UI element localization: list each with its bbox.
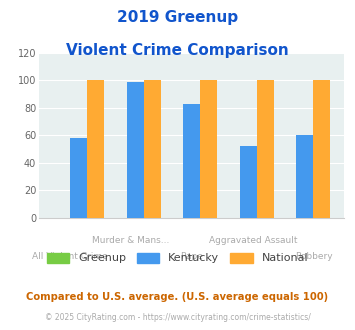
Text: 2019 Greenup: 2019 Greenup bbox=[117, 10, 238, 25]
Bar bbox=[70, 138, 87, 218]
Bar bbox=[313, 80, 331, 218]
Bar bbox=[143, 80, 160, 218]
Text: Violent Crime Comparison: Violent Crime Comparison bbox=[66, 43, 289, 58]
Legend: Greenup, Kentucky, National: Greenup, Kentucky, National bbox=[47, 253, 308, 263]
Text: Aggravated Assault: Aggravated Assault bbox=[208, 236, 297, 245]
Text: Robbery: Robbery bbox=[295, 252, 333, 261]
Bar bbox=[183, 104, 200, 218]
Bar bbox=[127, 82, 143, 218]
Text: Compared to U.S. average. (U.S. average equals 100): Compared to U.S. average. (U.S. average … bbox=[26, 292, 329, 302]
Text: Murder & Mans...: Murder & Mans... bbox=[92, 236, 169, 245]
Bar bbox=[200, 80, 217, 218]
Bar bbox=[87, 80, 104, 218]
Bar bbox=[296, 135, 313, 218]
Text: All Violent Crime: All Violent Crime bbox=[32, 252, 108, 261]
Text: © 2025 CityRating.com - https://www.cityrating.com/crime-statistics/: © 2025 CityRating.com - https://www.city… bbox=[45, 313, 310, 322]
Text: Rape: Rape bbox=[180, 252, 203, 261]
Bar bbox=[240, 146, 257, 218]
Bar bbox=[257, 80, 274, 218]
